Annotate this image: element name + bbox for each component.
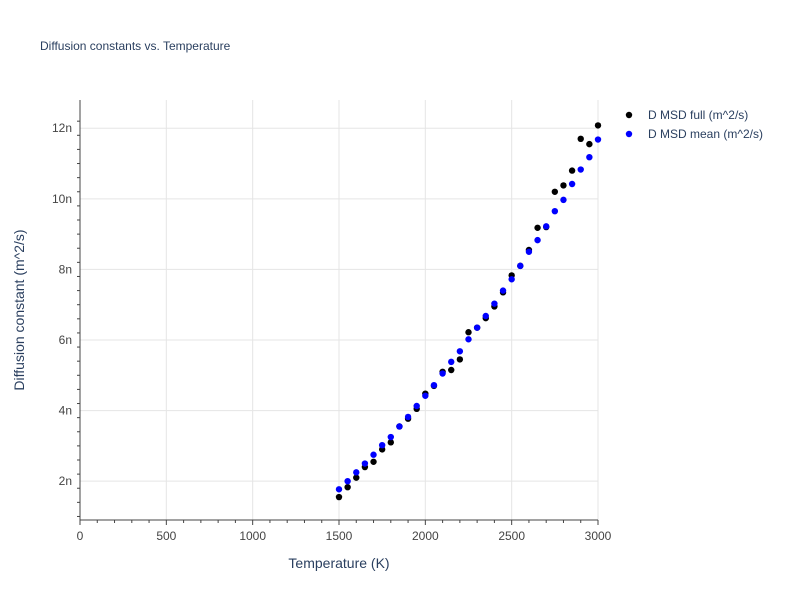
data-point[interactable]: [387, 433, 394, 441]
data-point[interactable]: [430, 381, 438, 389]
x-tick-label: 3000: [585, 529, 612, 543]
x-axis-title: Temperature (K): [288, 555, 389, 571]
legend[interactable]: D MSD full (m^2/s) D MSD mean (m^2/s): [625, 108, 763, 141]
data-point[interactable]: [335, 493, 343, 501]
data-point[interactable]: [586, 153, 593, 161]
data-point[interactable]: [568, 167, 576, 174]
data-point[interactable]: [517, 262, 524, 270]
data-point[interactable]: [508, 276, 515, 283]
legend-label: D MSD full (m^2/s): [648, 108, 748, 122]
data-point[interactable]: [448, 358, 455, 366]
chart-title: Diffusion constants vs. Temperature: [40, 39, 231, 53]
data-point[interactable]: [594, 136, 602, 143]
y-tick-label: 2n: [59, 474, 72, 488]
data-point[interactable]: [473, 324, 481, 331]
data-point[interactable]: [594, 122, 602, 129]
legend-item[interactable]: D MSD full (m^2/s): [625, 108, 749, 122]
x-tick-label: 2500: [498, 529, 525, 543]
x-tick-label: 1000: [239, 529, 266, 543]
data-point[interactable]: [353, 474, 360, 481]
data-point[interactable]: [465, 336, 472, 343]
data-point[interactable]: [335, 486, 343, 493]
data-point[interactable]: [551, 188, 559, 195]
y-tick-label: 10n: [52, 192, 72, 206]
x-tick-label: 2000: [412, 529, 439, 543]
x-tick-label: 500: [156, 529, 176, 543]
data-point[interactable]: [370, 451, 377, 458]
data-point[interactable]: [439, 370, 446, 377]
data-point[interactable]: [568, 180, 576, 188]
y-tick-label: 6n: [59, 333, 72, 347]
x-tick-label: 1500: [326, 529, 353, 543]
y-axis-title: Diffusion constant (m^2/s): [11, 229, 27, 390]
data-point[interactable]: [551, 207, 559, 215]
data-point[interactable]: [543, 223, 550, 230]
data-point[interactable]: [370, 458, 377, 465]
y-tick-label: 12n: [52, 121, 72, 135]
y-tick-label: 8n: [59, 262, 72, 276]
data-point[interactable]: [482, 312, 489, 320]
data-point[interactable]: [499, 287, 507, 294]
data-point[interactable]: [534, 224, 541, 231]
data-point[interactable]: [396, 423, 403, 430]
data-points: [335, 122, 602, 501]
axes: 0 500 1000 1500 2000 2500 3000 2n 4n 6n 8n 10n 12n: [52, 100, 612, 543]
legend-item[interactable]: D MSD mean (m^2/s): [625, 127, 763, 141]
data-point[interactable]: [577, 135, 584, 143]
data-point[interactable]: [534, 236, 541, 244]
data-point[interactable]: [456, 356, 464, 363]
data-point[interactable]: [404, 413, 412, 421]
data-point[interactable]: [344, 477, 351, 485]
data-point[interactable]: [448, 366, 455, 374]
series-2: [335, 136, 602, 493]
legend-marker: [625, 130, 633, 138]
legend-label: D MSD mean (m^2/s): [648, 127, 763, 141]
data-point[interactable]: [525, 248, 533, 255]
data-point[interactable]: [344, 483, 351, 491]
data-point[interactable]: [465, 329, 472, 336]
grid-lines: [80, 100, 599, 520]
x-tick-label: 0: [77, 529, 84, 543]
data-point[interactable]: [361, 460, 369, 467]
data-point[interactable]: [413, 402, 420, 410]
data-point[interactable]: [456, 348, 464, 355]
data-point[interactable]: [560, 196, 567, 204]
data-point[interactable]: [586, 140, 593, 148]
data-point[interactable]: [491, 300, 498, 307]
data-point[interactable]: [353, 469, 360, 476]
legend-marker: [625, 111, 633, 119]
data-point[interactable]: [577, 166, 584, 173]
data-point[interactable]: [378, 441, 386, 449]
data-point[interactable]: [422, 392, 429, 399]
data-point[interactable]: [387, 439, 394, 446]
y-tick-label: 4n: [59, 404, 72, 418]
data-point[interactable]: [560, 182, 567, 189]
